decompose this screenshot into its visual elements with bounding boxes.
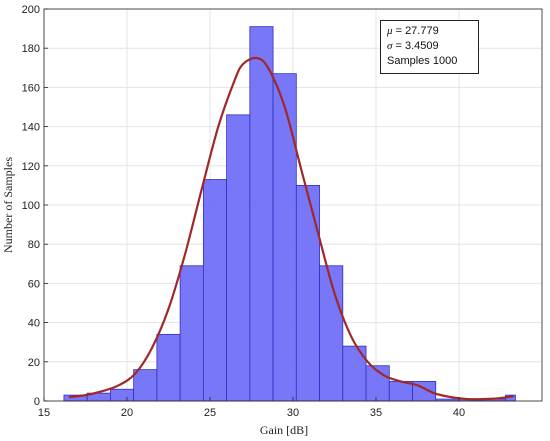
sigma-line: σ = 3.4509 — [387, 39, 472, 54]
histogram-bar — [110, 388, 135, 402]
histogram-bar — [295, 184, 320, 402]
mu-line: μ = 27.779 — [387, 24, 472, 39]
x-tick-label: 30 — [287, 407, 299, 419]
histogram-bar — [226, 114, 251, 402]
x-tick-label: 40 — [453, 407, 465, 419]
axes-layer — [43, 8, 543, 402]
histogram-bar — [388, 380, 413, 402]
histogram-bar — [179, 265, 204, 402]
histogram-bar — [202, 179, 228, 402]
y-tick-label: 180 — [22, 43, 40, 55]
sigma-symbol: σ — [387, 40, 393, 52]
mu-value: = 27.779 — [392, 25, 439, 37]
gaussian-fit-line — [68, 56, 514, 401]
sigma-value: = 3.4509 — [392, 40, 439, 52]
y-tick-label: 0 — [34, 396, 40, 408]
x-tick-label: 20 — [121, 407, 133, 419]
bars-layer — [63, 26, 516, 402]
histogram-bar — [156, 333, 181, 402]
y-tick-label: 20 — [28, 357, 40, 369]
x-axis-label: Gain [dB] — [260, 423, 308, 437]
y-tick-label: 200 — [22, 4, 40, 16]
histogram-bar — [272, 73, 297, 402]
y-tick-label: 120 — [22, 161, 40, 173]
x-tick-label: 15 — [38, 407, 50, 419]
histogram-bar — [249, 26, 274, 402]
tick-labels-layer: 15 20 25 30 35 40 0 20 40 60 80 100 120 140 160 180 200 — [22, 4, 465, 419]
samples-line: Samples 1000 — [387, 55, 458, 67]
x-tick-label: 35 — [370, 407, 382, 419]
y-tick-label: 140 — [22, 122, 40, 134]
stats-annotation-box: μ = 27.779 σ = 3.4509 Samples 1000 — [380, 20, 479, 74]
fit-curve-layer — [68, 56, 514, 401]
histogram-bar — [133, 369, 158, 402]
y-tick-label: 80 — [28, 239, 40, 251]
mu-symbol: μ — [387, 25, 393, 37]
y-tick-label: 60 — [28, 278, 40, 290]
y-tick-label: 160 — [22, 82, 40, 94]
y-tick-label: 40 — [28, 318, 40, 330]
x-tick-label: 25 — [204, 407, 216, 419]
y-tick-label: 100 — [22, 200, 40, 212]
y-axis-label: Number of Samples — [1, 157, 15, 253]
